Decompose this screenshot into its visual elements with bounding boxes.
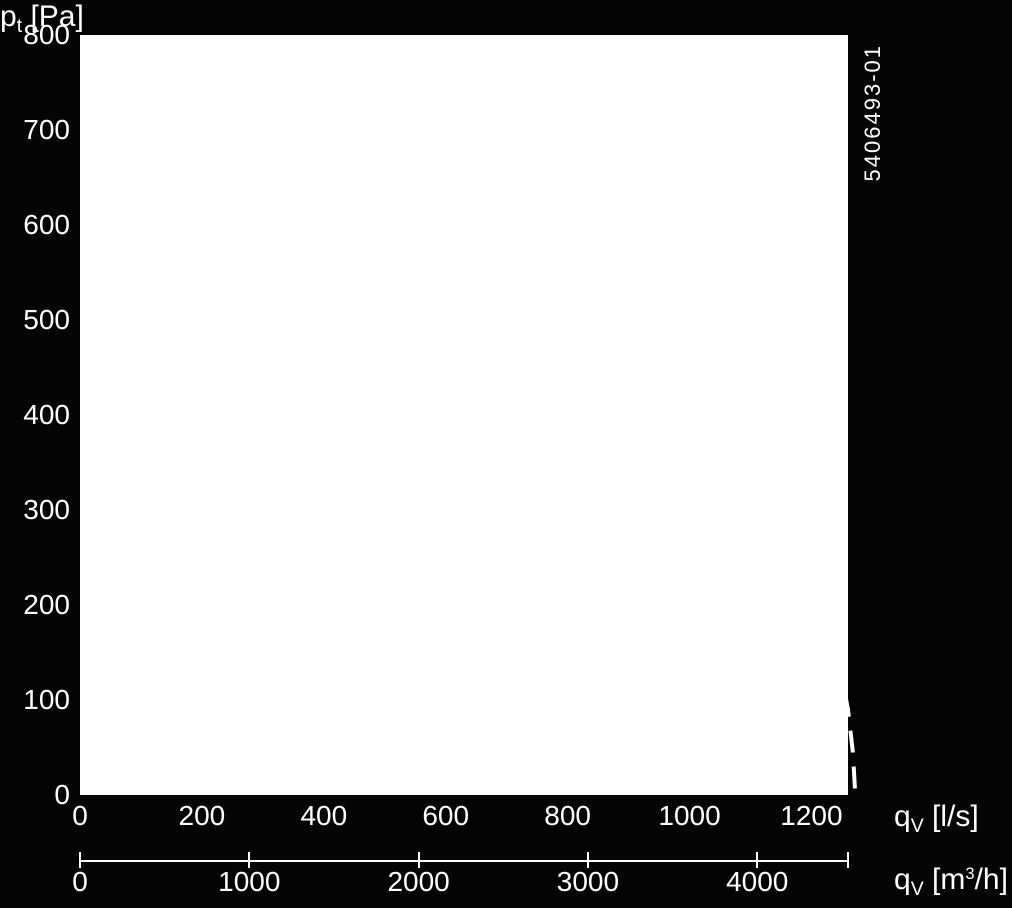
y-tick-label: 0 (0, 781, 70, 809)
x1-tick-label: 600 (422, 802, 469, 830)
reference-label: 5406493-01 (862, 44, 884, 181)
x1-tick-label: 800 (544, 802, 591, 830)
y-tick-label: 600 (0, 211, 70, 239)
y-tick-label: 200 (0, 591, 70, 619)
y-tick-label: 700 (0, 116, 70, 144)
x-axis-secondary-line (80, 860, 848, 862)
y-tick-label: 300 (0, 496, 70, 524)
y-tick-label: 500 (0, 306, 70, 334)
x2-tick-label: 1000 (218, 868, 280, 896)
x-axis-primary-title: qV [l/s] (894, 800, 979, 838)
x2-tick-label: 0 (72, 868, 88, 896)
y-tick-label: 400 (0, 401, 70, 429)
y-tick-label: 800 (0, 21, 70, 49)
x1-tick-label: 400 (300, 802, 347, 830)
x2-axis-endcap (847, 852, 849, 868)
x2-tick-label: 3000 (557, 868, 619, 896)
x1-tick-label: 1200 (780, 802, 842, 830)
x2-tick-label: 2000 (387, 868, 449, 896)
x1-tick-label: 0 (72, 802, 88, 830)
x2-tick-label: 4000 (726, 868, 788, 896)
x-axis-secondary-title: qV [m3/h] (894, 863, 1008, 901)
x1-tick-label: 200 (179, 802, 226, 830)
x1-tick-label: 1000 (658, 802, 720, 830)
plot-area (80, 35, 848, 795)
y-tick-label: 100 (0, 686, 70, 714)
